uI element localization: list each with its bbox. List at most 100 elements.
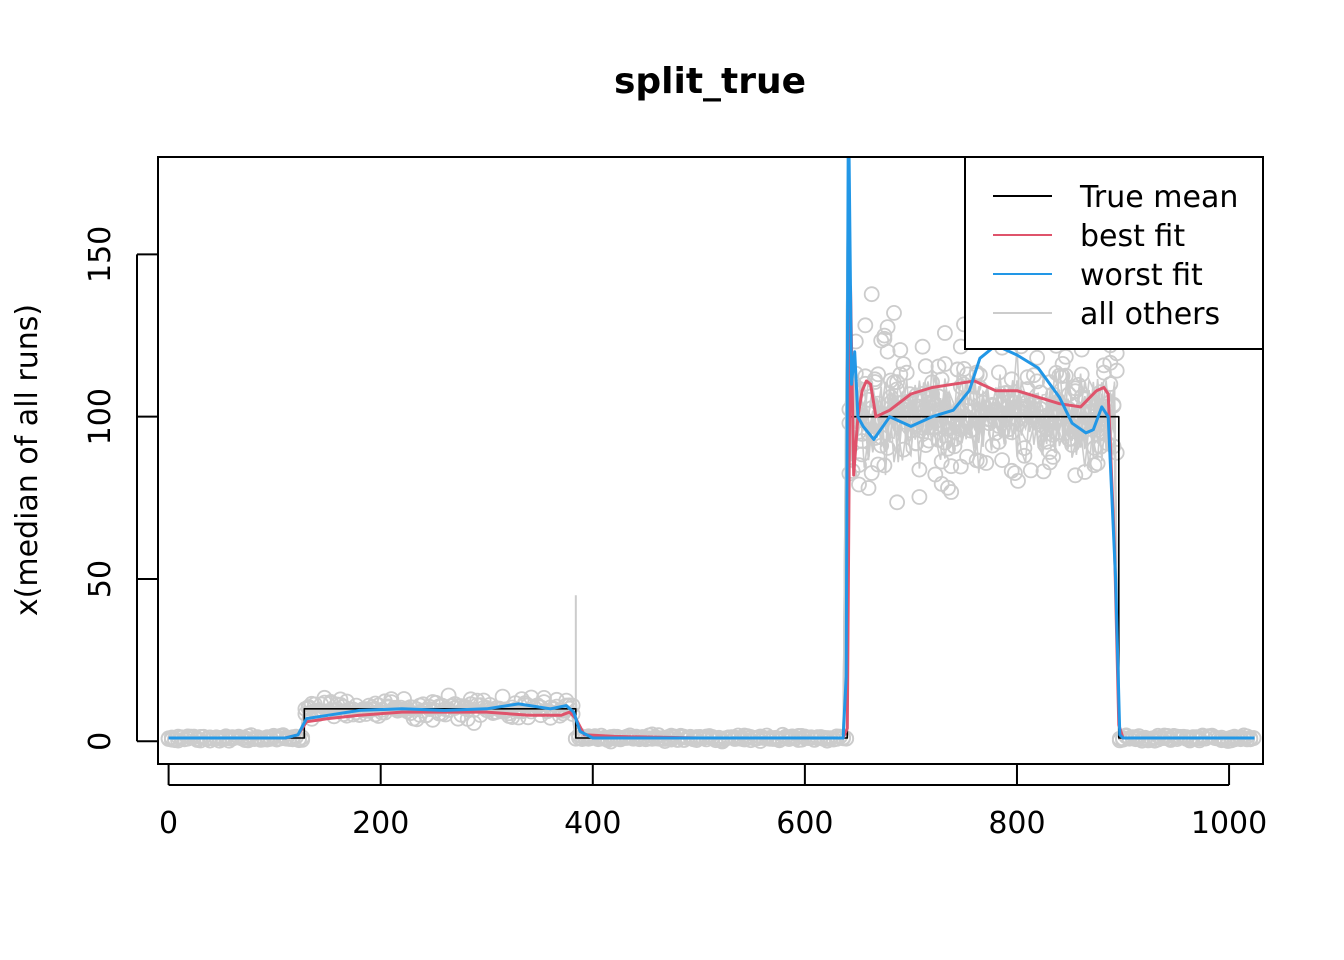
- x-tick-label: 200: [352, 806, 409, 841]
- other-run-point: [857, 317, 874, 334]
- y-tick-label: 0: [83, 732, 118, 751]
- y-tick-label: 50: [83, 560, 118, 598]
- other-run-point: [997, 385, 1014, 401]
- y-tick-label: 100: [83, 388, 118, 445]
- other-run-point: [943, 458, 960, 475]
- other-run-point: [1067, 467, 1084, 484]
- other-run-point: [873, 437, 890, 454]
- other-run-point: [1022, 462, 1039, 479]
- other-run-point: [972, 453, 988, 469]
- other-run-point: [851, 476, 867, 493]
- other-run-point: [1003, 371, 1020, 388]
- other-run-point: [965, 421, 982, 438]
- y-axis-label: x(median of all runs): [10, 304, 45, 616]
- other-run-point: [879, 439, 896, 456]
- other-run-point: [1035, 418, 1052, 435]
- other-run-point: [1064, 430, 1080, 447]
- other-run-point: [1007, 465, 1023, 482]
- best-fit-line: [168, 285, 1255, 740]
- chart-title: split_true: [614, 61, 806, 102]
- other-run-point: [876, 327, 893, 344]
- other-run-point: [914, 338, 931, 355]
- other-run-point: [857, 375, 874, 392]
- other-run-point: [946, 431, 963, 448]
- legend-box: [964, 156, 1264, 350]
- other-run-point: [889, 374, 905, 391]
- other-run-point: [911, 489, 928, 505]
- other-run-point: [892, 366, 909, 383]
- other-run-point: [1086, 457, 1103, 474]
- other-run-point: [332, 691, 349, 708]
- other-run-point: [1000, 421, 1017, 438]
- other-run-point: [991, 433, 1007, 450]
- other-run-point: [1089, 455, 1106, 472]
- y-tick-label: 150: [83, 226, 118, 283]
- other-run-point: [1076, 391, 1093, 408]
- other-run-point: [1029, 349, 1045, 366]
- other-run-point: [879, 319, 896, 336]
- other-run-point: [952, 378, 969, 395]
- other-run-point: [860, 480, 877, 496]
- x-tick-label: 400: [564, 806, 621, 841]
- other-run-point: [870, 456, 886, 473]
- other-run-point: [892, 342, 909, 358]
- other-run-point: [927, 396, 944, 413]
- other-run-point: [1016, 440, 1033, 457]
- other-run-point: [1054, 355, 1071, 372]
- other-run-point: [851, 457, 867, 474]
- other-run-point: [933, 453, 950, 470]
- other-run-point: [994, 452, 1010, 469]
- other-run-point: [1038, 407, 1055, 424]
- other-run-line: [168, 302, 1255, 741]
- other-run-point: [962, 411, 979, 428]
- other-run-point: [930, 388, 947, 405]
- other-run-point: [895, 441, 912, 458]
- other-run-point: [1045, 448, 1061, 465]
- other-run-point: [949, 361, 966, 378]
- other-run-point: [886, 304, 902, 321]
- other-run-point: [946, 438, 963, 455]
- plot-frame: [157, 156, 1264, 765]
- other-run-point: [1073, 366, 1090, 383]
- legend-label: best fit: [1080, 219, 1185, 254]
- other-run-point: [943, 484, 960, 500]
- other-run-point: [902, 386, 918, 403]
- other-run-point: [895, 356, 912, 373]
- other-run-point: [991, 364, 1007, 381]
- other-run-point: [1070, 376, 1087, 393]
- x-tick-label: 1000: [1191, 806, 1267, 841]
- other-run-line: [168, 290, 1255, 741]
- other-run-point: [940, 479, 956, 496]
- axes: 0 200 400 600 800 1000 0 50 100 150: [83, 156, 1267, 841]
- other-run-point: [879, 343, 896, 360]
- other-run-point: [937, 325, 953, 341]
- other-run-point: [1019, 369, 1036, 386]
- other-run-point: [870, 366, 886, 383]
- other-run-point: [876, 457, 893, 474]
- other-run-point: [1032, 384, 1049, 401]
- other-run-point: [1064, 437, 1080, 454]
- legend-label: worst fit: [1080, 258, 1203, 293]
- other-run-point: [1029, 373, 1045, 390]
- legend: True mean best fit worst fit all others: [964, 156, 1264, 350]
- other-run-point: [927, 419, 944, 436]
- x-tick-label: 0: [159, 806, 178, 841]
- x-tick-label: 600: [776, 806, 833, 841]
- fit-lines-layer: [168, 157, 1255, 740]
- other-run-point: [863, 286, 880, 303]
- worst-fit-line: [168, 157, 1255, 740]
- other-run-point: [1010, 472, 1026, 489]
- x-tick-label: 800: [988, 806, 1045, 841]
- other-run-point: [911, 461, 928, 478]
- other-run-point: [1003, 424, 1020, 441]
- other-run-point: [978, 455, 995, 471]
- other-run-point: [952, 458, 969, 475]
- other-run-point: [959, 448, 975, 465]
- other-run-point: [921, 419, 937, 436]
- other-run-point: [793, 731, 810, 748]
- other-run-point: [924, 374, 940, 391]
- other-run-point: [1057, 367, 1074, 384]
- other-run-point: [1105, 396, 1122, 413]
- other-run-point: [1016, 447, 1033, 464]
- other-run-point: [889, 494, 905, 511]
